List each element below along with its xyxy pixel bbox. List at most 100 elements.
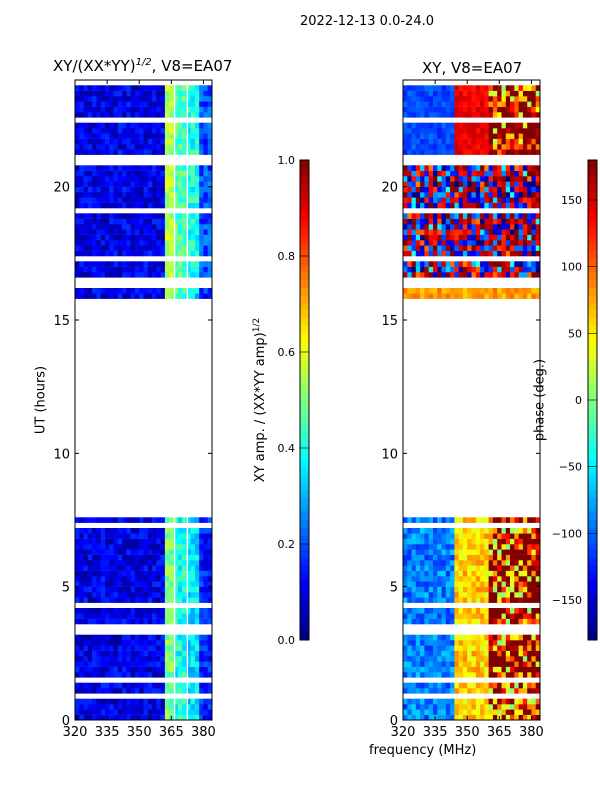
heatmap-cell [492,544,498,550]
heatmap-cell [501,661,507,667]
heatmap-cell [207,581,213,587]
colorbar-swatch [588,370,597,378]
heatmap-cell [441,85,447,91]
heatmap-cell [83,288,89,294]
heatmap-cell [450,128,455,134]
heatmap-cell [177,229,183,235]
colorbar-swatch [300,535,309,543]
heatmap-cell [510,128,515,134]
heatmap-cell [134,90,140,97]
heatmap-cell [488,666,494,673]
heatmap-cell [117,138,123,145]
heatmap-cell [488,240,494,246]
heatmap-cell [505,613,511,619]
heatmap-cell [182,266,187,273]
heatmap-cell [182,634,187,641]
heatmap-cell [497,90,502,97]
heatmap-cell [484,592,489,598]
heatmap-cell [92,218,97,225]
heatmap-cell [424,272,429,278]
heatmap-cell [505,293,511,299]
heatmap-cell [126,613,131,619]
heatmap-cell [484,85,489,91]
heatmap-cell [152,666,157,673]
heatmap-cell [424,554,429,561]
heatmap-cell [522,698,528,705]
heatmap-cell [130,576,136,582]
heatmap-cell [505,714,511,721]
heatmap-cell [87,186,93,193]
heatmap-cell [143,213,149,219]
heatmap-cell [505,261,511,267]
heatmap-cell [164,634,170,641]
heatmap-cell [501,597,507,603]
heatmap-cell [186,714,191,721]
heatmap-cell [505,645,511,651]
heatmap-cell [156,554,161,561]
heatmap-cell [126,122,131,129]
heatmap-cell [156,549,161,555]
heatmap-cell [467,560,472,566]
heatmap-cell [113,682,119,689]
heatmap-cell [480,554,485,561]
heatmap-cell [462,229,468,235]
heatmap-cell [139,133,144,139]
heatmap-cell [527,170,532,177]
heatmap-cell [105,714,110,721]
heatmap-cell [462,576,468,582]
heatmap-cell [164,656,170,662]
y-tick-label: 10 [381,447,398,462]
heatmap-cell [501,266,507,273]
heatmap-cell [147,133,153,139]
heatmap-cell [194,597,200,603]
heatmap-cell [514,544,519,550]
heatmap-cell [497,250,502,257]
heatmap-cell [501,517,507,523]
heatmap-cell [203,597,208,603]
heatmap-cell [117,170,123,177]
heatmap-cell [458,592,464,598]
colorbar-swatch [300,527,309,536]
heatmap-cell [186,293,191,299]
heatmap-cell [411,197,417,203]
heatmap-cell [109,181,114,187]
heatmap-cell [122,144,127,150]
heatmap-cell [428,704,434,710]
heatmap-cell [79,586,84,593]
heatmap-cell [100,250,106,257]
colorbar-swatch [300,377,309,386]
heatmap-cell [207,517,213,523]
heatmap-cell [437,538,442,545]
heatmap-cell [501,608,507,614]
heatmap-cell [433,544,438,550]
heatmap-cell [207,565,213,571]
heatmap-cell [480,533,485,539]
heatmap-cell [126,202,131,209]
colorbar-swatch [300,295,309,303]
heatmap-cell [403,293,408,299]
heatmap-cell [109,704,114,710]
heatmap-cell [411,688,417,694]
colorbar-swatch [300,302,309,311]
heatmap-cell [139,672,144,678]
heatmap-cell [134,101,140,107]
heatmap-cell [203,570,208,577]
x-axis-label: frequency (MHz) [369,743,477,758]
colorbar-swatch [300,587,309,596]
heatmap-cell [415,213,421,219]
heatmap-cell [505,266,511,273]
heatmap-cell [113,149,119,155]
heatmap-cell [433,245,438,251]
heatmap-cell [522,570,528,577]
heatmap-cell [454,581,459,587]
heatmap-cell [522,234,528,241]
heatmap-cell [424,138,429,145]
heatmap-cell [527,698,532,705]
heatmap-cell [96,240,101,246]
heatmap-cell [100,634,106,641]
heatmap-cell [450,101,455,107]
heatmap-cell [194,704,200,710]
heatmap-cell [160,688,166,694]
heatmap-cell [87,672,93,678]
heatmap-cell [203,106,208,113]
